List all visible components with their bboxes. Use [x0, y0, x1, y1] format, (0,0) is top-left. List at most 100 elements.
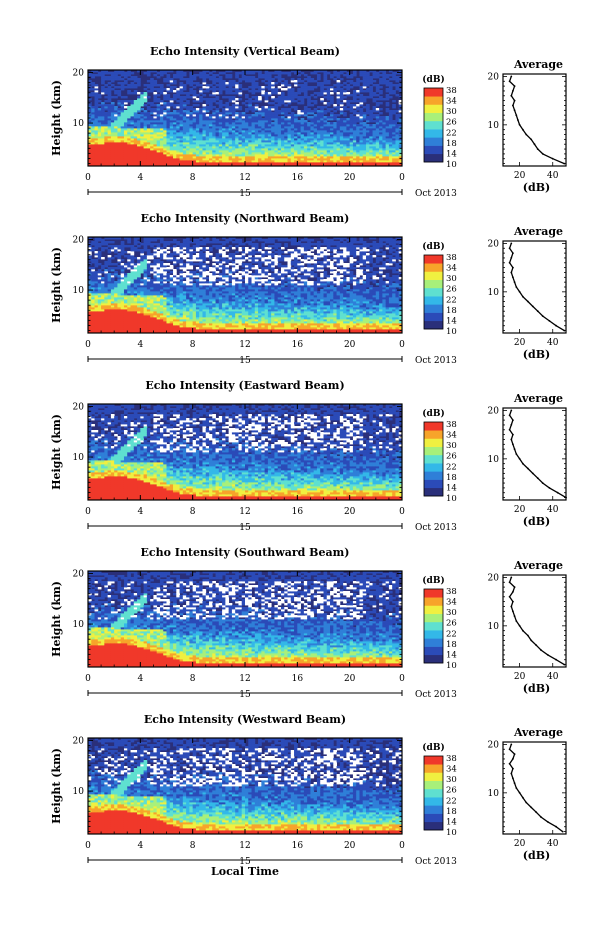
heatmap-cell — [229, 96, 233, 98]
heatmap-cell — [91, 241, 95, 243]
heatmap-cell — [297, 96, 301, 98]
heatmap-cell — [163, 110, 167, 112]
heatmap-cell — [117, 76, 121, 78]
profile-y-tick-label: 20 — [488, 72, 500, 82]
heatmap-cell — [310, 78, 314, 80]
heatmap-cell — [369, 110, 373, 112]
heatmap-cell — [268, 106, 272, 108]
colorbar-swatch — [424, 154, 443, 163]
heatmap-cell — [117, 275, 121, 277]
heatmap-cell — [167, 267, 171, 269]
colorbar-swatch — [424, 129, 443, 138]
heatmap-cell — [386, 74, 390, 76]
heatmap-cell — [395, 76, 399, 78]
heatmap-cell — [314, 108, 318, 110]
heatmap-cell — [212, 98, 216, 100]
heatmap-cell — [304, 106, 308, 108]
heatmap-cell — [98, 269, 102, 271]
heatmap-cell — [363, 106, 367, 108]
heatmap-cell — [163, 78, 167, 80]
heatmap-cell — [386, 108, 390, 110]
heatmap-cell — [147, 261, 151, 263]
heatmap-cell — [121, 263, 125, 265]
heatmap-cell — [189, 96, 193, 98]
heatmap-cell — [386, 116, 390, 118]
heatmap-cell — [294, 100, 298, 102]
heatmap-cell — [333, 104, 337, 106]
heatmap-cell — [199, 108, 203, 110]
heatmap-cell — [307, 108, 311, 110]
heatmap-cell — [310, 94, 314, 96]
heatmap-cell — [114, 96, 118, 98]
profile-point — [514, 109, 516, 111]
heatmap-cell — [111, 72, 115, 74]
heatmap-cell — [307, 116, 311, 118]
colorbar-swatch — [424, 104, 443, 113]
heatmap-cell — [95, 271, 99, 273]
heatmap-cell — [193, 90, 197, 92]
heatmap-cell — [376, 108, 380, 110]
heatmap-cell — [117, 108, 121, 110]
heatmap-cell — [356, 112, 360, 114]
heatmap-cell — [216, 84, 220, 86]
heatmap-cell — [225, 88, 229, 90]
heatmap-cell — [366, 96, 370, 98]
heatmap-cell — [225, 82, 229, 84]
heatmap-cell — [134, 257, 138, 259]
heatmap-cell — [153, 74, 157, 76]
heatmap-cell — [183, 110, 187, 112]
heatmap-cell — [245, 104, 249, 106]
heatmap-cell — [304, 74, 308, 76]
heatmap-cell — [245, 76, 249, 78]
heatmap-cell — [242, 88, 246, 90]
heatmap-cell — [157, 72, 161, 74]
heatmap-cell — [373, 114, 377, 116]
heatmap-cell — [346, 92, 350, 94]
heatmap-cell — [271, 102, 275, 104]
heatmap-cell — [157, 104, 161, 106]
heatmap-cell — [304, 82, 308, 84]
heatmap-cell — [376, 94, 380, 96]
heatmap-cell — [225, 74, 229, 76]
heatmap-cell — [167, 241, 171, 243]
heatmap-cell — [124, 263, 128, 265]
heatmap-cell — [147, 80, 151, 82]
heatmap-cell — [324, 116, 328, 118]
heatmap-cell — [137, 114, 141, 116]
heatmap-cell — [176, 104, 180, 106]
heatmap-cell — [327, 86, 331, 88]
heatmap-cell — [392, 110, 396, 112]
heatmap-cell — [193, 86, 197, 88]
heatmap-cell — [337, 72, 341, 74]
heatmap-cell — [163, 92, 167, 94]
heatmap-cell — [373, 120, 377, 122]
heatmap-cell — [157, 88, 161, 90]
heatmap-cell — [124, 273, 128, 275]
heatmap-cell — [193, 104, 197, 106]
heatmap-cell — [160, 247, 164, 249]
x-tick-label: 0 — [399, 173, 405, 183]
heatmap-cell — [261, 118, 265, 120]
heatmap-cell — [124, 106, 128, 108]
heatmap-cell — [278, 86, 282, 88]
heatmap-cell — [170, 86, 174, 88]
heatmap-cell — [137, 249, 141, 251]
heatmap-cell — [134, 263, 138, 265]
panel-title: Echo Intensity (Vertical Beam) — [150, 45, 340, 58]
profile-point — [510, 95, 512, 97]
heatmap-cell — [140, 249, 144, 251]
heatmap-cell — [363, 122, 367, 124]
heatmap-cell — [202, 94, 206, 96]
heatmap-cell — [98, 72, 102, 74]
heatmap-cell — [268, 92, 272, 94]
heatmap-cell — [131, 92, 135, 94]
heatmap-cell — [104, 84, 108, 86]
heatmap-cell — [281, 72, 285, 74]
heatmap-cell — [202, 86, 206, 88]
heatmap-cell — [324, 90, 328, 92]
heatmap-cell — [359, 86, 363, 88]
heatmap-cell — [206, 106, 210, 108]
heatmap-cell — [317, 82, 321, 84]
heatmap-cell — [108, 273, 112, 275]
heatmap-cell — [124, 86, 128, 88]
